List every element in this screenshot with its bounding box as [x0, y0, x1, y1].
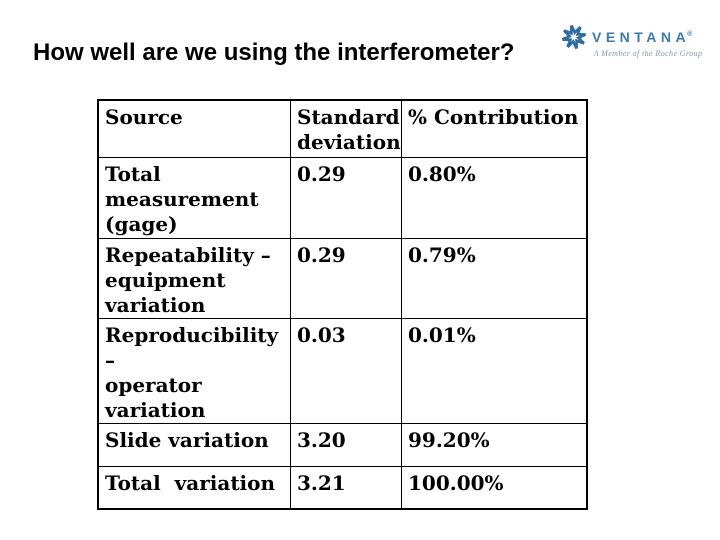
source-cell: Reproducibility – operator variation: [97, 317, 291, 424]
column-header-source: Source: [97, 99, 291, 158]
gage-rr-table: Source Standard deviation % Contribution…: [97, 99, 588, 510]
table-row: Reproducibility – operator variation 0.0…: [97, 317, 588, 424]
source-cell: Total measurement (gage): [97, 156, 291, 239]
std-dev-cell: 0.29: [290, 237, 402, 319]
std-dev-cell: 0.03: [290, 317, 402, 424]
column-header-standard-deviation: Standard deviation: [290, 99, 402, 158]
slide-title: How well are we using the interferometer…: [33, 39, 515, 66]
column-header-contribution: % Contribution: [401, 99, 588, 158]
source-cell: Slide variation: [97, 422, 291, 467]
table-row: Repeatability – equipment variation 0.29…: [97, 237, 588, 319]
brand-tagline: A Member of the Roche Group: [593, 49, 703, 58]
source-cell: Repeatability – equipment variation: [97, 237, 291, 319]
brand-wordmark: VENTANA: [592, 29, 691, 45]
contribution-cell: 99.20%: [401, 422, 588, 467]
contribution-cell: 100.00%: [401, 465, 588, 510]
std-dev-cell: 3.21: [290, 465, 402, 510]
ventana-logo: VENTANA® A Member of the Roche Group: [556, 18, 716, 66]
std-dev-cell: 3.20: [290, 422, 402, 467]
contribution-cell: 0.79%: [401, 237, 588, 319]
brand-name: VENTANA®: [592, 29, 692, 45]
source-cell: Total variation: [97, 465, 291, 510]
table-row: Slide variation 3.20 99.20%: [97, 422, 588, 467]
table-header-row: Source Standard deviation % Contribution: [97, 99, 588, 158]
table-row: Total variation 3.21 100.00%: [97, 465, 588, 510]
contribution-cell: 0.80%: [401, 156, 588, 239]
table-row: Total measurement (gage) 0.29 0.80%: [97, 156, 588, 239]
contribution-cell: 0.01%: [401, 317, 588, 424]
std-dev-cell: 0.29: [290, 156, 402, 239]
starburst-arrows-icon: [558, 21, 590, 53]
registered-mark: ®: [687, 31, 693, 39]
